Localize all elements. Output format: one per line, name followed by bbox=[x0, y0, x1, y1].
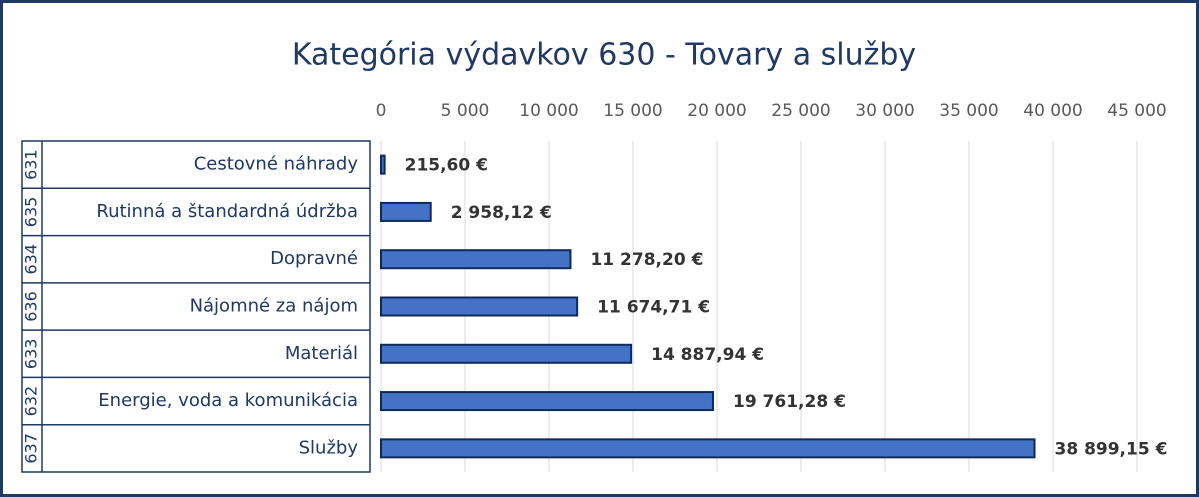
bar bbox=[380, 391, 714, 412]
value-label: 11 674,71 € bbox=[597, 298, 710, 318]
category-code: 637 bbox=[22, 433, 41, 464]
category-label: Nájomné za nájom bbox=[190, 296, 358, 317]
x-tick-label: 45 000 bbox=[1107, 101, 1166, 121]
x-tick-label: 20 000 bbox=[687, 101, 746, 121]
bar bbox=[380, 343, 633, 364]
x-tick-label: 15 000 bbox=[603, 101, 662, 121]
x-tick-label: 25 000 bbox=[771, 101, 830, 121]
category-code: 636 bbox=[22, 291, 41, 322]
value-label: 19 761,28 € bbox=[733, 392, 846, 412]
value-label: 38 899,15 € bbox=[1055, 439, 1168, 459]
bar bbox=[380, 296, 579, 317]
value-label: 215,60 € bbox=[405, 156, 488, 176]
x-tick-label: 10 000 bbox=[519, 101, 578, 121]
category-code: 634 bbox=[22, 244, 41, 275]
x-tick-label: 5 000 bbox=[441, 101, 490, 121]
category-code: 632 bbox=[22, 386, 41, 417]
category-label: Cestovné náhrady bbox=[194, 154, 359, 175]
x-tick-label: 40 000 bbox=[1023, 101, 1082, 121]
label-table bbox=[21, 140, 371, 473]
x-tick-label: 30 000 bbox=[855, 101, 914, 121]
value-label: 2 958,12 € bbox=[451, 203, 552, 223]
category-label: Dopravné bbox=[270, 248, 358, 269]
bar bbox=[380, 201, 432, 222]
category-label: Služby bbox=[299, 437, 359, 458]
x-tick-label: 0 bbox=[376, 101, 387, 121]
category-label: Materiál bbox=[285, 343, 358, 364]
category-code: 635 bbox=[22, 197, 41, 228]
category-code: 633 bbox=[22, 339, 41, 370]
x-tick-label: 35 000 bbox=[939, 101, 998, 121]
category-label: Energie, voda a komunikácia bbox=[98, 390, 358, 411]
grid bbox=[380, 141, 1138, 472]
bar bbox=[380, 154, 386, 175]
chart-title: Kategória výdavkov 630 - Tovary a služby bbox=[292, 38, 916, 73]
value-label: 14 887,94 € bbox=[651, 345, 764, 365]
category-label: Rutinná a štandardná údržba bbox=[96, 201, 358, 222]
bar bbox=[380, 438, 1036, 459]
category-code: 631 bbox=[22, 149, 41, 180]
bar bbox=[380, 249, 572, 270]
value-label: 11 278,20 € bbox=[590, 250, 703, 270]
